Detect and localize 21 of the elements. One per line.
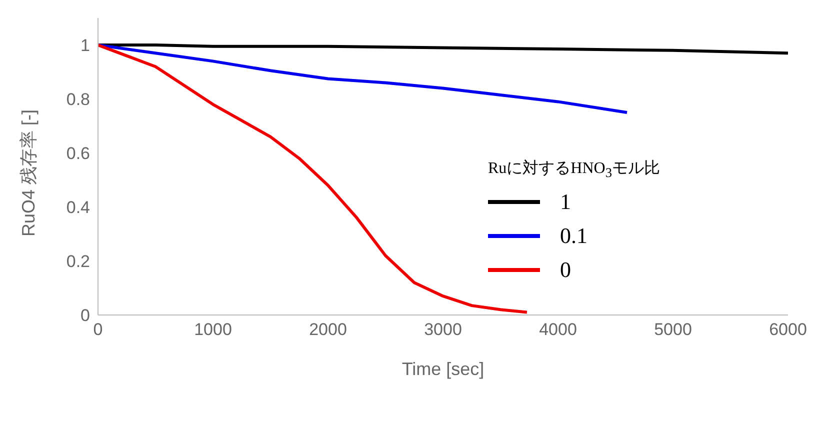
legend-label: 1 bbox=[560, 189, 571, 216]
legend-label: 0 bbox=[560, 257, 571, 284]
x-tick-label: 0 bbox=[93, 320, 103, 340]
legend-label: 0.1 bbox=[560, 223, 588, 250]
x-tick-label: 5000 bbox=[654, 320, 692, 340]
y-axis-title: RuO4 残存率 [-] bbox=[18, 109, 38, 236]
y-tick-label: 0.2 bbox=[66, 252, 90, 272]
x-tick-label: 1000 bbox=[194, 320, 232, 340]
x-tick-label: 2000 bbox=[309, 320, 347, 340]
y-tick-label: 1 bbox=[80, 36, 90, 56]
line-series bbox=[98, 44, 788, 55]
y-tick-label: 0.8 bbox=[66, 90, 90, 110]
legend-title: Ruに対するHNO$_{3}$モル比 bbox=[488, 160, 660, 180]
x-tick-label: 4000 bbox=[539, 320, 577, 340]
x-tick-label: 3000 bbox=[424, 320, 462, 340]
x-tick-label: 6000 bbox=[769, 320, 807, 340]
y-tick-label: 0 bbox=[80, 306, 90, 326]
y-tick-label: 0.4 bbox=[66, 198, 90, 218]
line-series bbox=[98, 44, 628, 114]
y-tick-label: 0.6 bbox=[66, 144, 90, 164]
x-axis-title: Time [sec] bbox=[402, 359, 484, 379]
